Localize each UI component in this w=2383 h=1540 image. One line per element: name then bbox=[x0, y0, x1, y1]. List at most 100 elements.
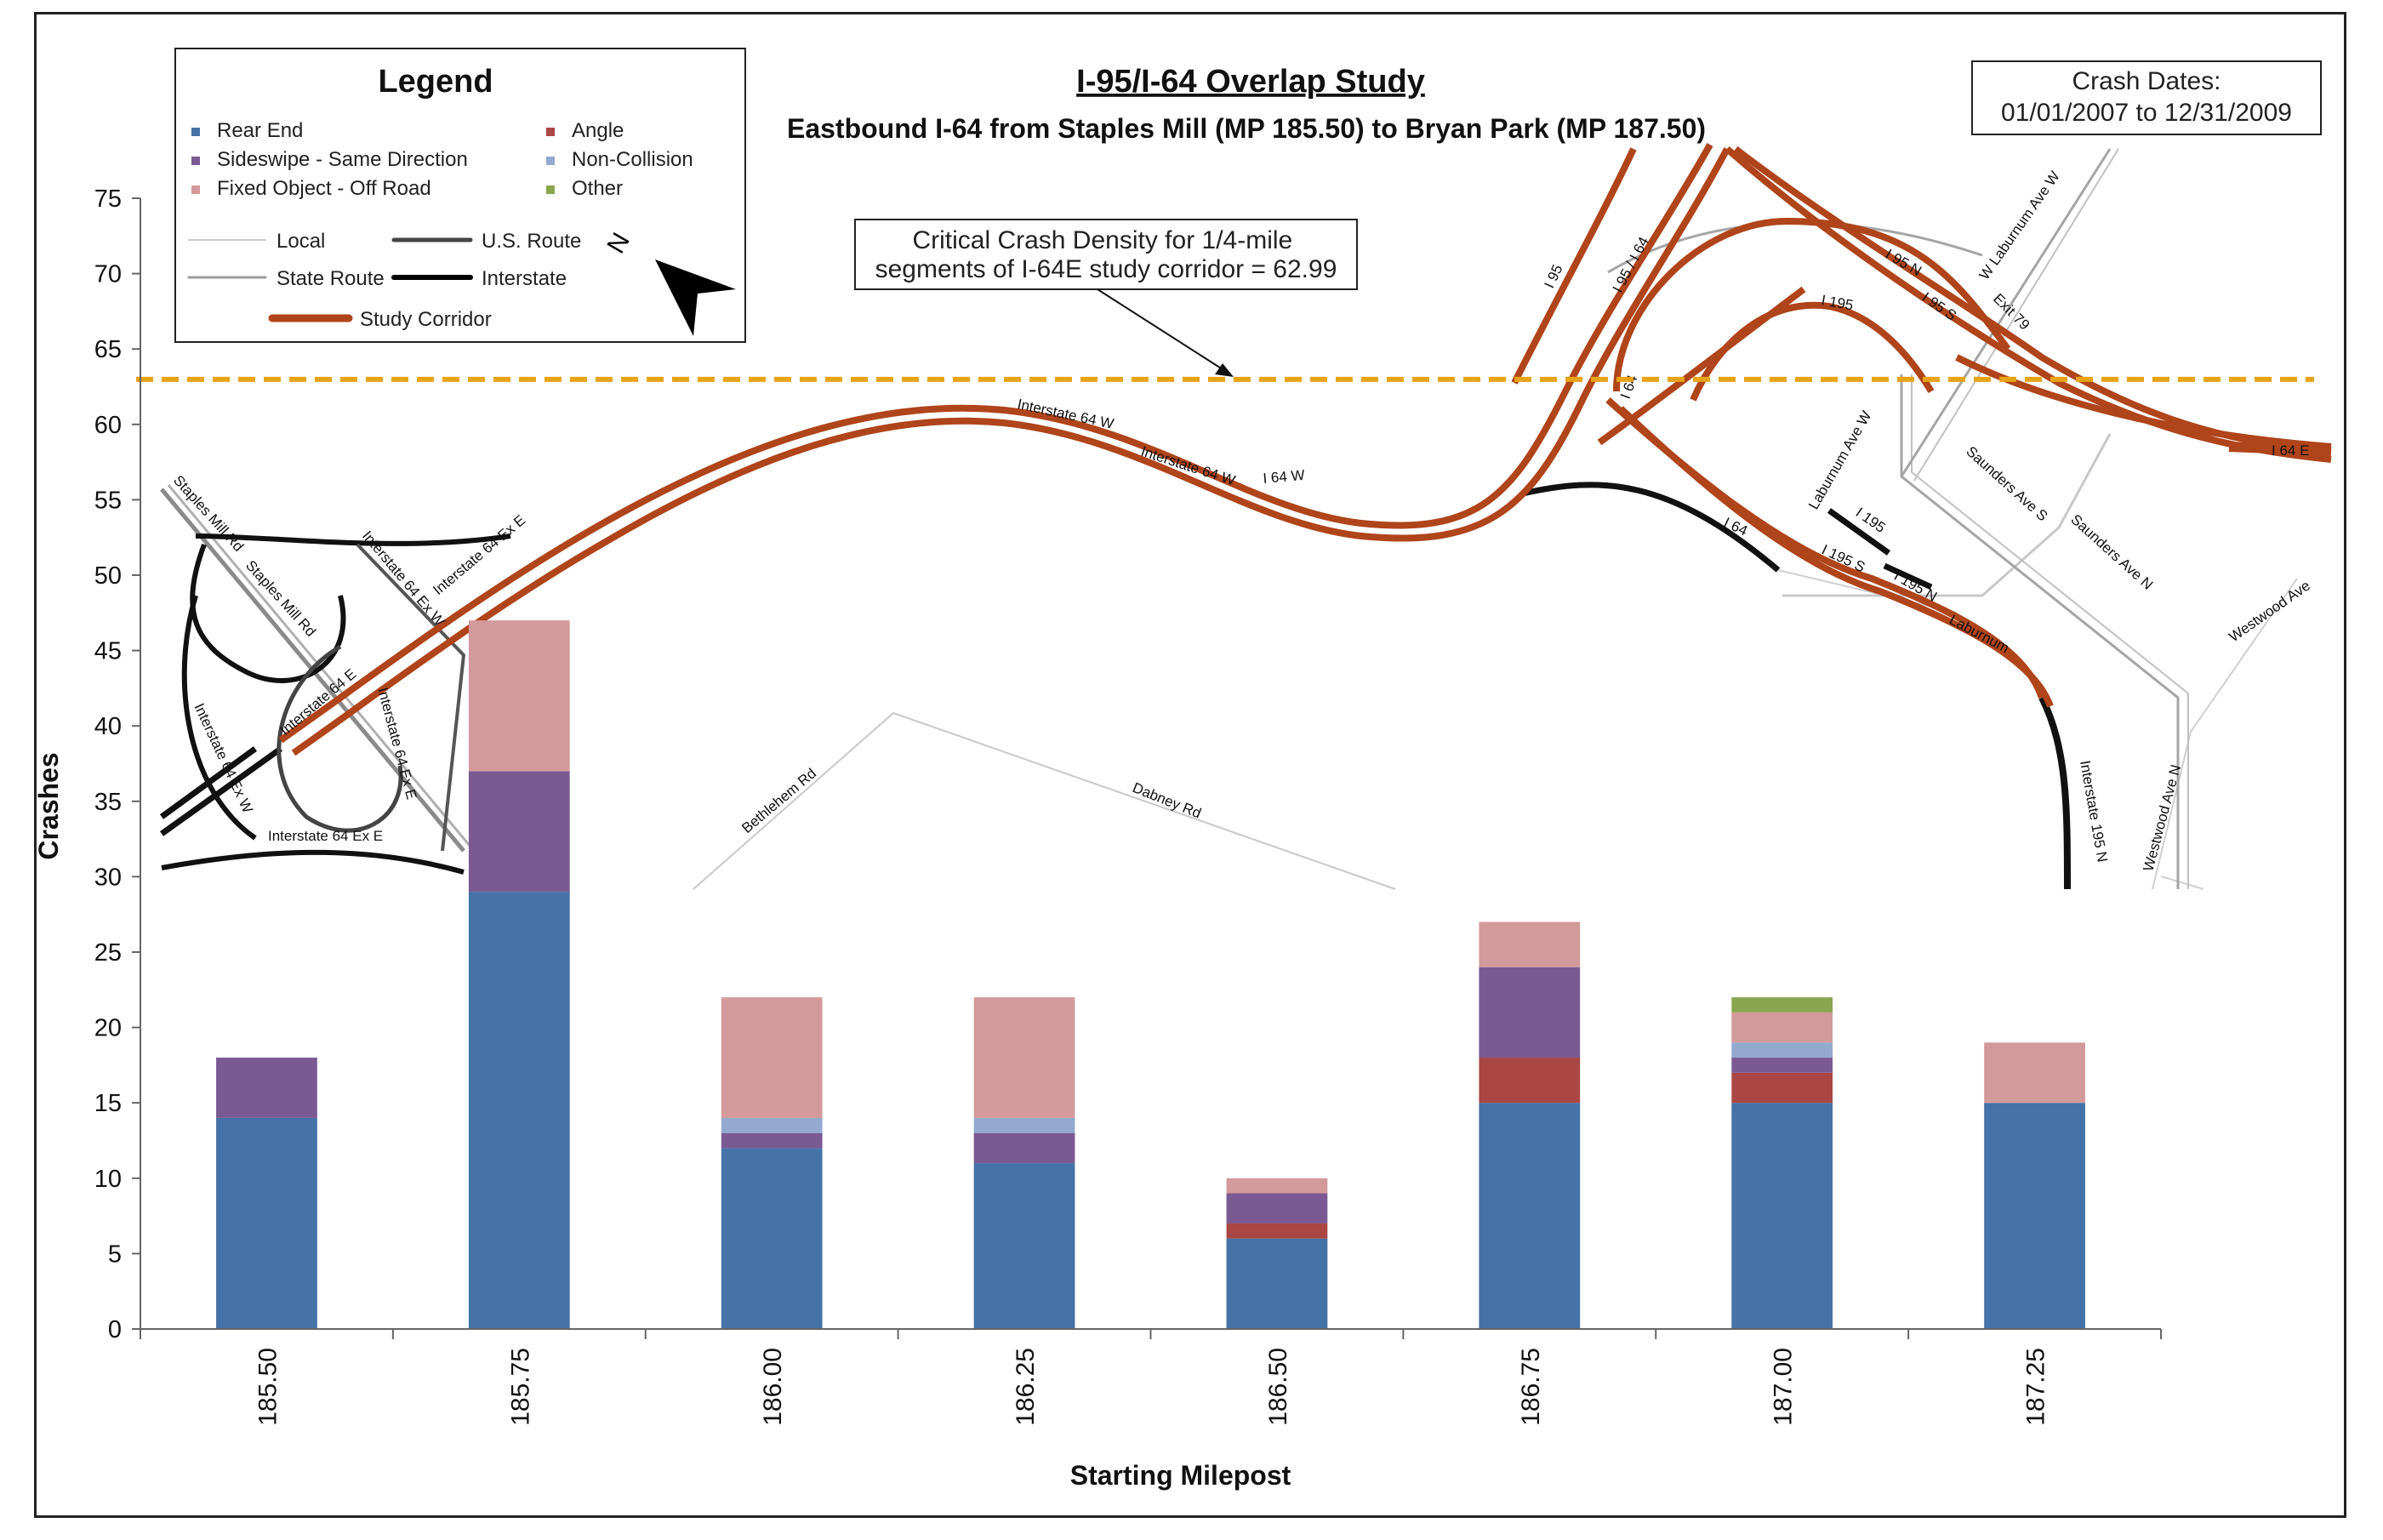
bar-segment bbox=[1731, 1058, 1833, 1073]
crash-dates-border bbox=[1971, 60, 2322, 135]
bar-segment bbox=[1226, 1223, 1328, 1239]
bar-segment bbox=[721, 1148, 823, 1329]
critical-density-arrow-shaft bbox=[1097, 288, 1226, 372]
study-corridor-i95-north bbox=[1511, 147, 1637, 385]
bar-segment bbox=[721, 997, 823, 1118]
bar-segment bbox=[1984, 1103, 2085, 1329]
interstate-i195-ramp-b bbox=[1883, 562, 1933, 590]
critical-density-box bbox=[854, 219, 1358, 290]
bar-segment bbox=[216, 1117, 317, 1329]
y-tick-label: 0 bbox=[108, 1316, 122, 1343]
interstate-i64-ramp-east bbox=[1522, 482, 1781, 573]
map-label-laburnum: Laburnum bbox=[1947, 612, 2012, 657]
interstate-ramp-diagonal bbox=[356, 543, 466, 852]
x-tick-label: 185.50 bbox=[254, 1348, 282, 1426]
interstate-ramp-west-1 bbox=[159, 746, 283, 836]
bar-segment bbox=[1479, 967, 1581, 1058]
critical-density-annotation: Critical Crash Density for 1/4-mile segm… bbox=[854, 219, 1358, 377]
map-label-westwood: Westwood Ave bbox=[2226, 578, 2313, 646]
chart-axes: 0 5 10 15 20 25 30 35 40 45 50 55 60 65 70 75 185.50 185.… bbox=[33, 185, 2162, 1491]
interstate-ramp-bottom bbox=[161, 849, 465, 875]
bar-segment bbox=[1731, 1042, 1833, 1058]
map-label-bethlehem: Bethlehem Rd bbox=[738, 765, 819, 836]
x-axis-label: Starting Milepost bbox=[1070, 1460, 1291, 1491]
map-label-w-laburnum: W Laburnum Ave W bbox=[1976, 168, 2063, 282]
bar-segment bbox=[216, 1058, 317, 1118]
x-tick-label: 185.75 bbox=[506, 1348, 534, 1426]
map-label-i64-w-3: I 64 W bbox=[1263, 467, 1306, 487]
interstate-ramp-left bbox=[181, 595, 257, 841]
bar-segment bbox=[1731, 1103, 1833, 1329]
y-tick-label: 30 bbox=[94, 864, 122, 891]
x-tick-label: 187.00 bbox=[1770, 1348, 1798, 1426]
bar-segment bbox=[973, 1163, 1075, 1329]
map-label-laburnum-w: Laburnum Ave W bbox=[1805, 408, 1875, 512]
y-tick-label: 40 bbox=[94, 713, 122, 740]
bar-segment bbox=[1731, 1072, 1833, 1104]
y-tick-label: 5 bbox=[108, 1241, 122, 1268]
bar-segment bbox=[468, 620, 570, 772]
local-road-bethlehem-dabney bbox=[693, 711, 1396, 890]
legend-road-label: Interstate bbox=[482, 267, 567, 290]
legend-title: Legend bbox=[378, 64, 493, 100]
legend-label: Non-Collision bbox=[572, 148, 693, 171]
crash-dates-box: Crash Dates: 01/01/2007 to 12/31/2009 bbox=[1971, 60, 2322, 135]
y-tick-label: 20 bbox=[94, 1015, 122, 1042]
legend-swatch bbox=[546, 128, 555, 136]
bar-segment bbox=[973, 1132, 1075, 1164]
map-label-i64-e-right: I 64 E bbox=[2272, 442, 2309, 459]
legend-road-label: State Route bbox=[276, 267, 385, 290]
local-road-westwood bbox=[2152, 578, 2298, 890]
y-tick-label: 70 bbox=[94, 261, 122, 288]
legend: Legend Rear End Angle Sideswipe - Same Dir… bbox=[174, 48, 746, 343]
x-tick-label: 186.75 bbox=[1517, 1348, 1545, 1426]
bar-segment bbox=[468, 771, 570, 893]
legend-swatch bbox=[546, 185, 555, 194]
y-tick-label: 25 bbox=[94, 939, 122, 967]
study-corridor-i64-east-a bbox=[1955, 354, 2332, 450]
critical-density-label: Critical Crash Density for 1/4-mile segm… bbox=[875, 226, 1337, 283]
state-route-laburnum-north-b bbox=[1913, 148, 2119, 482]
study-corridor-cross bbox=[1597, 286, 1806, 446]
x-tick-label: 186.25 bbox=[1012, 1348, 1040, 1426]
bar-segment bbox=[973, 997, 1075, 1118]
bar-segment bbox=[1984, 1042, 2085, 1104]
map-label-i195-n-bottom: Interstate 195 N bbox=[2077, 759, 2111, 863]
study-corridor-i64-east-end bbox=[2228, 442, 2332, 456]
state-route-saunders-b bbox=[1911, 374, 2189, 889]
y-tick-label: 60 bbox=[94, 412, 122, 439]
bar-segment bbox=[721, 1117, 823, 1133]
state-route-i64-loop-top bbox=[1607, 221, 1983, 274]
legend-swatch bbox=[191, 128, 200, 136]
study-corridor bbox=[278, 143, 2332, 756]
bar-segment bbox=[1226, 1193, 1328, 1223]
bar-segment bbox=[468, 892, 570, 1329]
legend-road-types: Local U.S. Route State Route Interstate Stud… bbox=[187, 230, 581, 331]
y-tick-label: 75 bbox=[94, 185, 122, 213]
critical-density-arrow-head bbox=[1215, 363, 1234, 377]
y-tick-label: 55 bbox=[94, 487, 122, 514]
interstate-ramp-top bbox=[195, 533, 511, 546]
map-label-saunders-n: Saunders Ave N bbox=[2067, 511, 2156, 593]
local-road-westwood-right bbox=[2160, 876, 2204, 890]
bar-segment bbox=[1731, 1012, 1833, 1043]
crash-dates-label: Crash Dates: bbox=[2072, 67, 2221, 95]
study-corridor-inner-loop bbox=[1690, 301, 1935, 402]
map-label-i195-a: I 195 bbox=[1820, 292, 1855, 313]
legend-swatch bbox=[546, 157, 555, 165]
y-tick-label: 15 bbox=[94, 1090, 122, 1117]
map-label-i64-ex-e-3: Interstate 64 Ex E bbox=[268, 828, 383, 844]
legend-road-label: Study Corridor bbox=[360, 308, 492, 331]
state-route-laburnum-north bbox=[1900, 148, 2112, 477]
state-route-saunders bbox=[1900, 374, 2180, 889]
x-tick-label: 186.50 bbox=[1264, 1348, 1292, 1426]
legend-label: Other bbox=[572, 177, 623, 200]
bar-segment bbox=[1479, 1103, 1581, 1329]
map-label-i64-ex-e-1: Interstate 64 Ex E bbox=[430, 512, 528, 598]
y-tick-label: 65 bbox=[94, 336, 122, 363]
study-corridor-i95-descending-b bbox=[1618, 406, 2054, 708]
bar-segment bbox=[1479, 921, 1581, 967]
interstate-i195-south bbox=[2038, 696, 2071, 890]
bar-segment bbox=[973, 1117, 1075, 1133]
